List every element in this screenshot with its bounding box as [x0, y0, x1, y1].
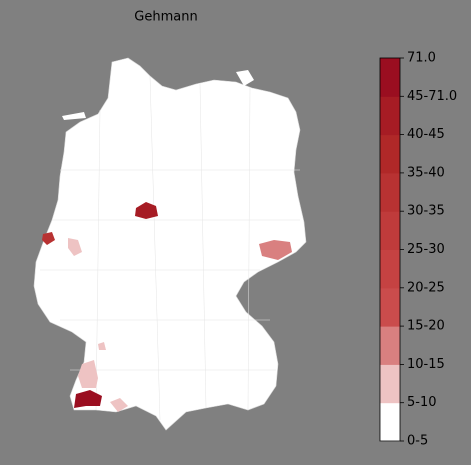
colorbar-segment — [380, 172, 400, 212]
colorbar-segment — [380, 326, 400, 365]
colorbar-label: 45-71.0 — [407, 89, 457, 104]
colorbar: 0-5 5-10 10-15 15-20 20-25 25-30 30-35 35-40 40-… — [379, 51, 457, 449]
region — [110, 398, 128, 412]
colorbar-segment — [380, 364, 400, 404]
colorbar-segment — [380, 211, 400, 250]
island — [62, 112, 86, 120]
colorbar-label: 40-45 — [407, 127, 445, 142]
region — [42, 232, 55, 245]
island — [236, 70, 254, 86]
colorbar-label: 5-10 — [407, 395, 437, 410]
colorbar-segment — [380, 134, 400, 174]
colorbar-segment — [380, 58, 400, 97]
region — [259, 240, 292, 260]
colorbar-segment — [380, 402, 400, 442]
colorbar-segment — [380, 96, 400, 136]
colorbar-label: 25-30 — [407, 242, 445, 257]
colorbar-label: 10-15 — [407, 357, 445, 372]
region — [74, 390, 102, 408]
colorbar-segment — [380, 287, 400, 327]
colorbar-label: 71.0 — [407, 51, 436, 66]
map-title: Gehmann — [134, 10, 197, 25]
colorbar-segment — [380, 249, 400, 289]
region — [78, 360, 98, 388]
colorbar-label: 15-20 — [407, 319, 445, 334]
region — [68, 238, 82, 256]
region — [98, 342, 106, 350]
colorbar-label: 35-40 — [407, 165, 445, 180]
colorbar-label: 0-5 — [407, 434, 428, 449]
germany-map — [33, 57, 307, 431]
district-borders — [40, 75, 300, 421]
colorbar-label: 30-35 — [407, 204, 445, 219]
colorbar-label: 20-25 — [407, 280, 445, 295]
region — [135, 202, 158, 219]
